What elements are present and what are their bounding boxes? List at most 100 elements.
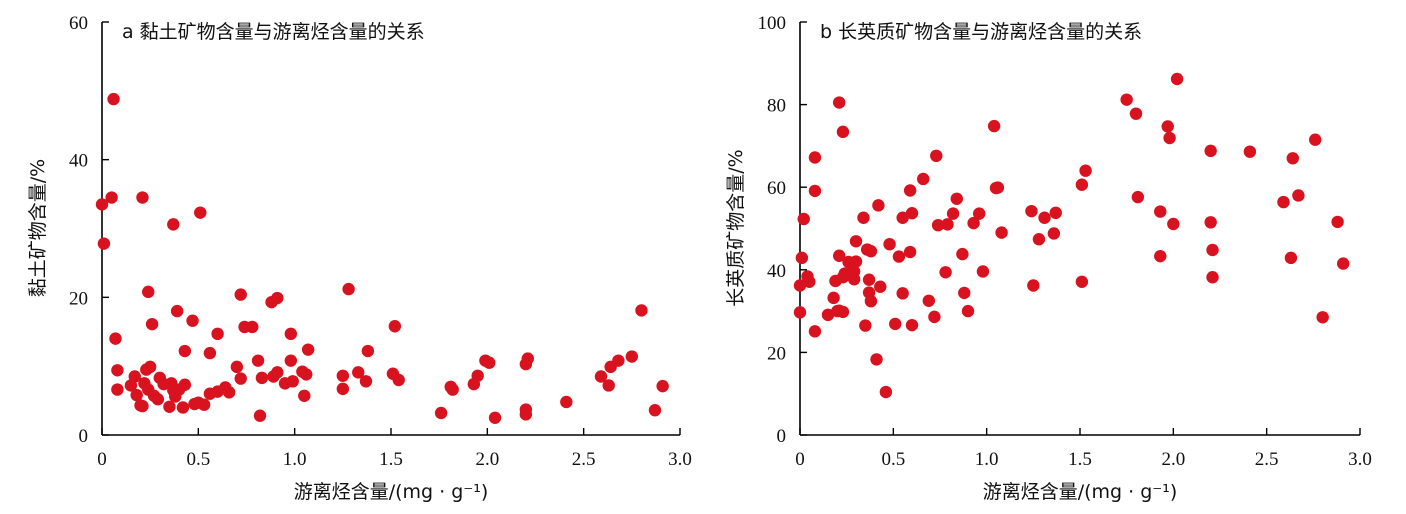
- data-point: [625, 350, 639, 363]
- x-tick-label: 1.5: [1068, 449, 1092, 470]
- data-point: [105, 191, 118, 204]
- data-point: [808, 151, 822, 164]
- data-point: [151, 393, 165, 406]
- data-point: [833, 249, 846, 262]
- data-point: [892, 250, 906, 263]
- data-point: [519, 408, 533, 421]
- data-point: [1277, 195, 1290, 209]
- data-point: [922, 294, 935, 307]
- data-point: [797, 212, 810, 226]
- data-point: [271, 291, 284, 305]
- data-point: [1025, 204, 1038, 218]
- data-point: [1161, 120, 1174, 133]
- data-point: [1027, 279, 1040, 292]
- data-point: [1154, 249, 1167, 263]
- data-point: [859, 319, 872, 332]
- data-point: [903, 184, 917, 197]
- data-point: [95, 198, 109, 211]
- data-point: [163, 400, 176, 413]
- data-point: [186, 314, 199, 327]
- data-point: [602, 379, 615, 392]
- x-tick-label: 3.0: [1348, 449, 1372, 470]
- data-point: [793, 306, 807, 319]
- data-point: [864, 245, 878, 258]
- y-tick-label: 80: [767, 96, 786, 117]
- data-point: [1292, 189, 1305, 202]
- data-point: [1167, 217, 1180, 231]
- x-tick-label: 1.5: [379, 449, 403, 470]
- data-point: [361, 344, 375, 358]
- x-tick-label: 0.5: [881, 449, 905, 470]
- x-tick-label: 2.5: [572, 449, 596, 470]
- data-point: [917, 172, 930, 186]
- data-point: [284, 327, 298, 341]
- y-tick-label: 0: [79, 426, 89, 447]
- y-tick-label: 40: [767, 261, 786, 282]
- panel-b: 0 0.5 1.0 1.5 2.0 2.5 3.0 0 20 40 60 80 100 b 长英质矿物含量…: [725, 13, 1372, 503]
- data-point: [594, 370, 608, 383]
- data-point: [956, 247, 969, 261]
- data-point: [821, 308, 835, 322]
- x-axis-title: 游离烃含量/(mg · g⁻¹): [983, 481, 1178, 503]
- data-point: [967, 216, 980, 230]
- data-point: [1075, 178, 1089, 191]
- data-point: [958, 286, 971, 300]
- data-point: [793, 279, 807, 292]
- data-point: [1120, 93, 1133, 106]
- data-point: [836, 271, 850, 284]
- x-tick-label: 0: [97, 449, 107, 470]
- data-point: [246, 320, 259, 334]
- data-point: [130, 388, 143, 402]
- data-point: [143, 360, 157, 374]
- panel-title: a 黏土矿物含量与游离烃含量的关系: [122, 21, 425, 43]
- data-point: [251, 354, 265, 367]
- data-point: [1154, 205, 1167, 218]
- data-point: [267, 370, 280, 383]
- data-point: [111, 383, 124, 396]
- data-point: [808, 325, 822, 338]
- data-point: [167, 218, 180, 231]
- data-point: [1243, 145, 1257, 158]
- data-point: [1206, 271, 1219, 284]
- data-point: [109, 332, 122, 345]
- data-point: [145, 317, 159, 331]
- data-point: [889, 317, 902, 331]
- data-point: [903, 245, 917, 259]
- data-point: [521, 352, 534, 365]
- y-tick-label: 0: [777, 426, 787, 447]
- data-point: [342, 282, 355, 296]
- data-point: [211, 385, 224, 398]
- data-point: [170, 304, 184, 318]
- data-point: [1047, 227, 1061, 240]
- x-tick-label: 2.0: [1161, 449, 1185, 470]
- data-point: [833, 96, 846, 109]
- data-point: [995, 226, 1008, 239]
- data-point: [300, 368, 313, 381]
- data-point: [97, 237, 111, 250]
- data-point: [388, 320, 402, 333]
- data-point: [124, 379, 138, 392]
- data-point: [188, 397, 201, 411]
- data-point: [359, 375, 373, 388]
- data-point: [931, 218, 945, 232]
- data-point: [1284, 251, 1298, 265]
- data-point: [178, 344, 192, 358]
- data-point: [142, 285, 155, 299]
- data-point: [1337, 257, 1350, 270]
- data-point: [169, 390, 182, 403]
- data-point: [483, 356, 496, 369]
- data-point: [1129, 107, 1143, 120]
- panel-a: 0 0.5 1.0 1.5 2.0 2.5 3.0 0 20 40 60 a 黏土矿物含量与游离烃含量…: [27, 13, 692, 503]
- data-point: [222, 386, 236, 399]
- data-point: [939, 266, 952, 279]
- y-tick-label: 100: [758, 13, 787, 34]
- data-point: [905, 318, 919, 332]
- data-point: [136, 399, 149, 413]
- panel-title: b 长英质矿物含量与游离烃含量的关系: [820, 21, 1142, 43]
- y-axis-title: 长英质矿物含量/%: [725, 149, 747, 306]
- data-point: [1206, 243, 1219, 257]
- data-point: [467, 377, 481, 391]
- y-axis-title: 黏土矿物含量/%: [27, 159, 49, 297]
- data-point: [211, 327, 224, 341]
